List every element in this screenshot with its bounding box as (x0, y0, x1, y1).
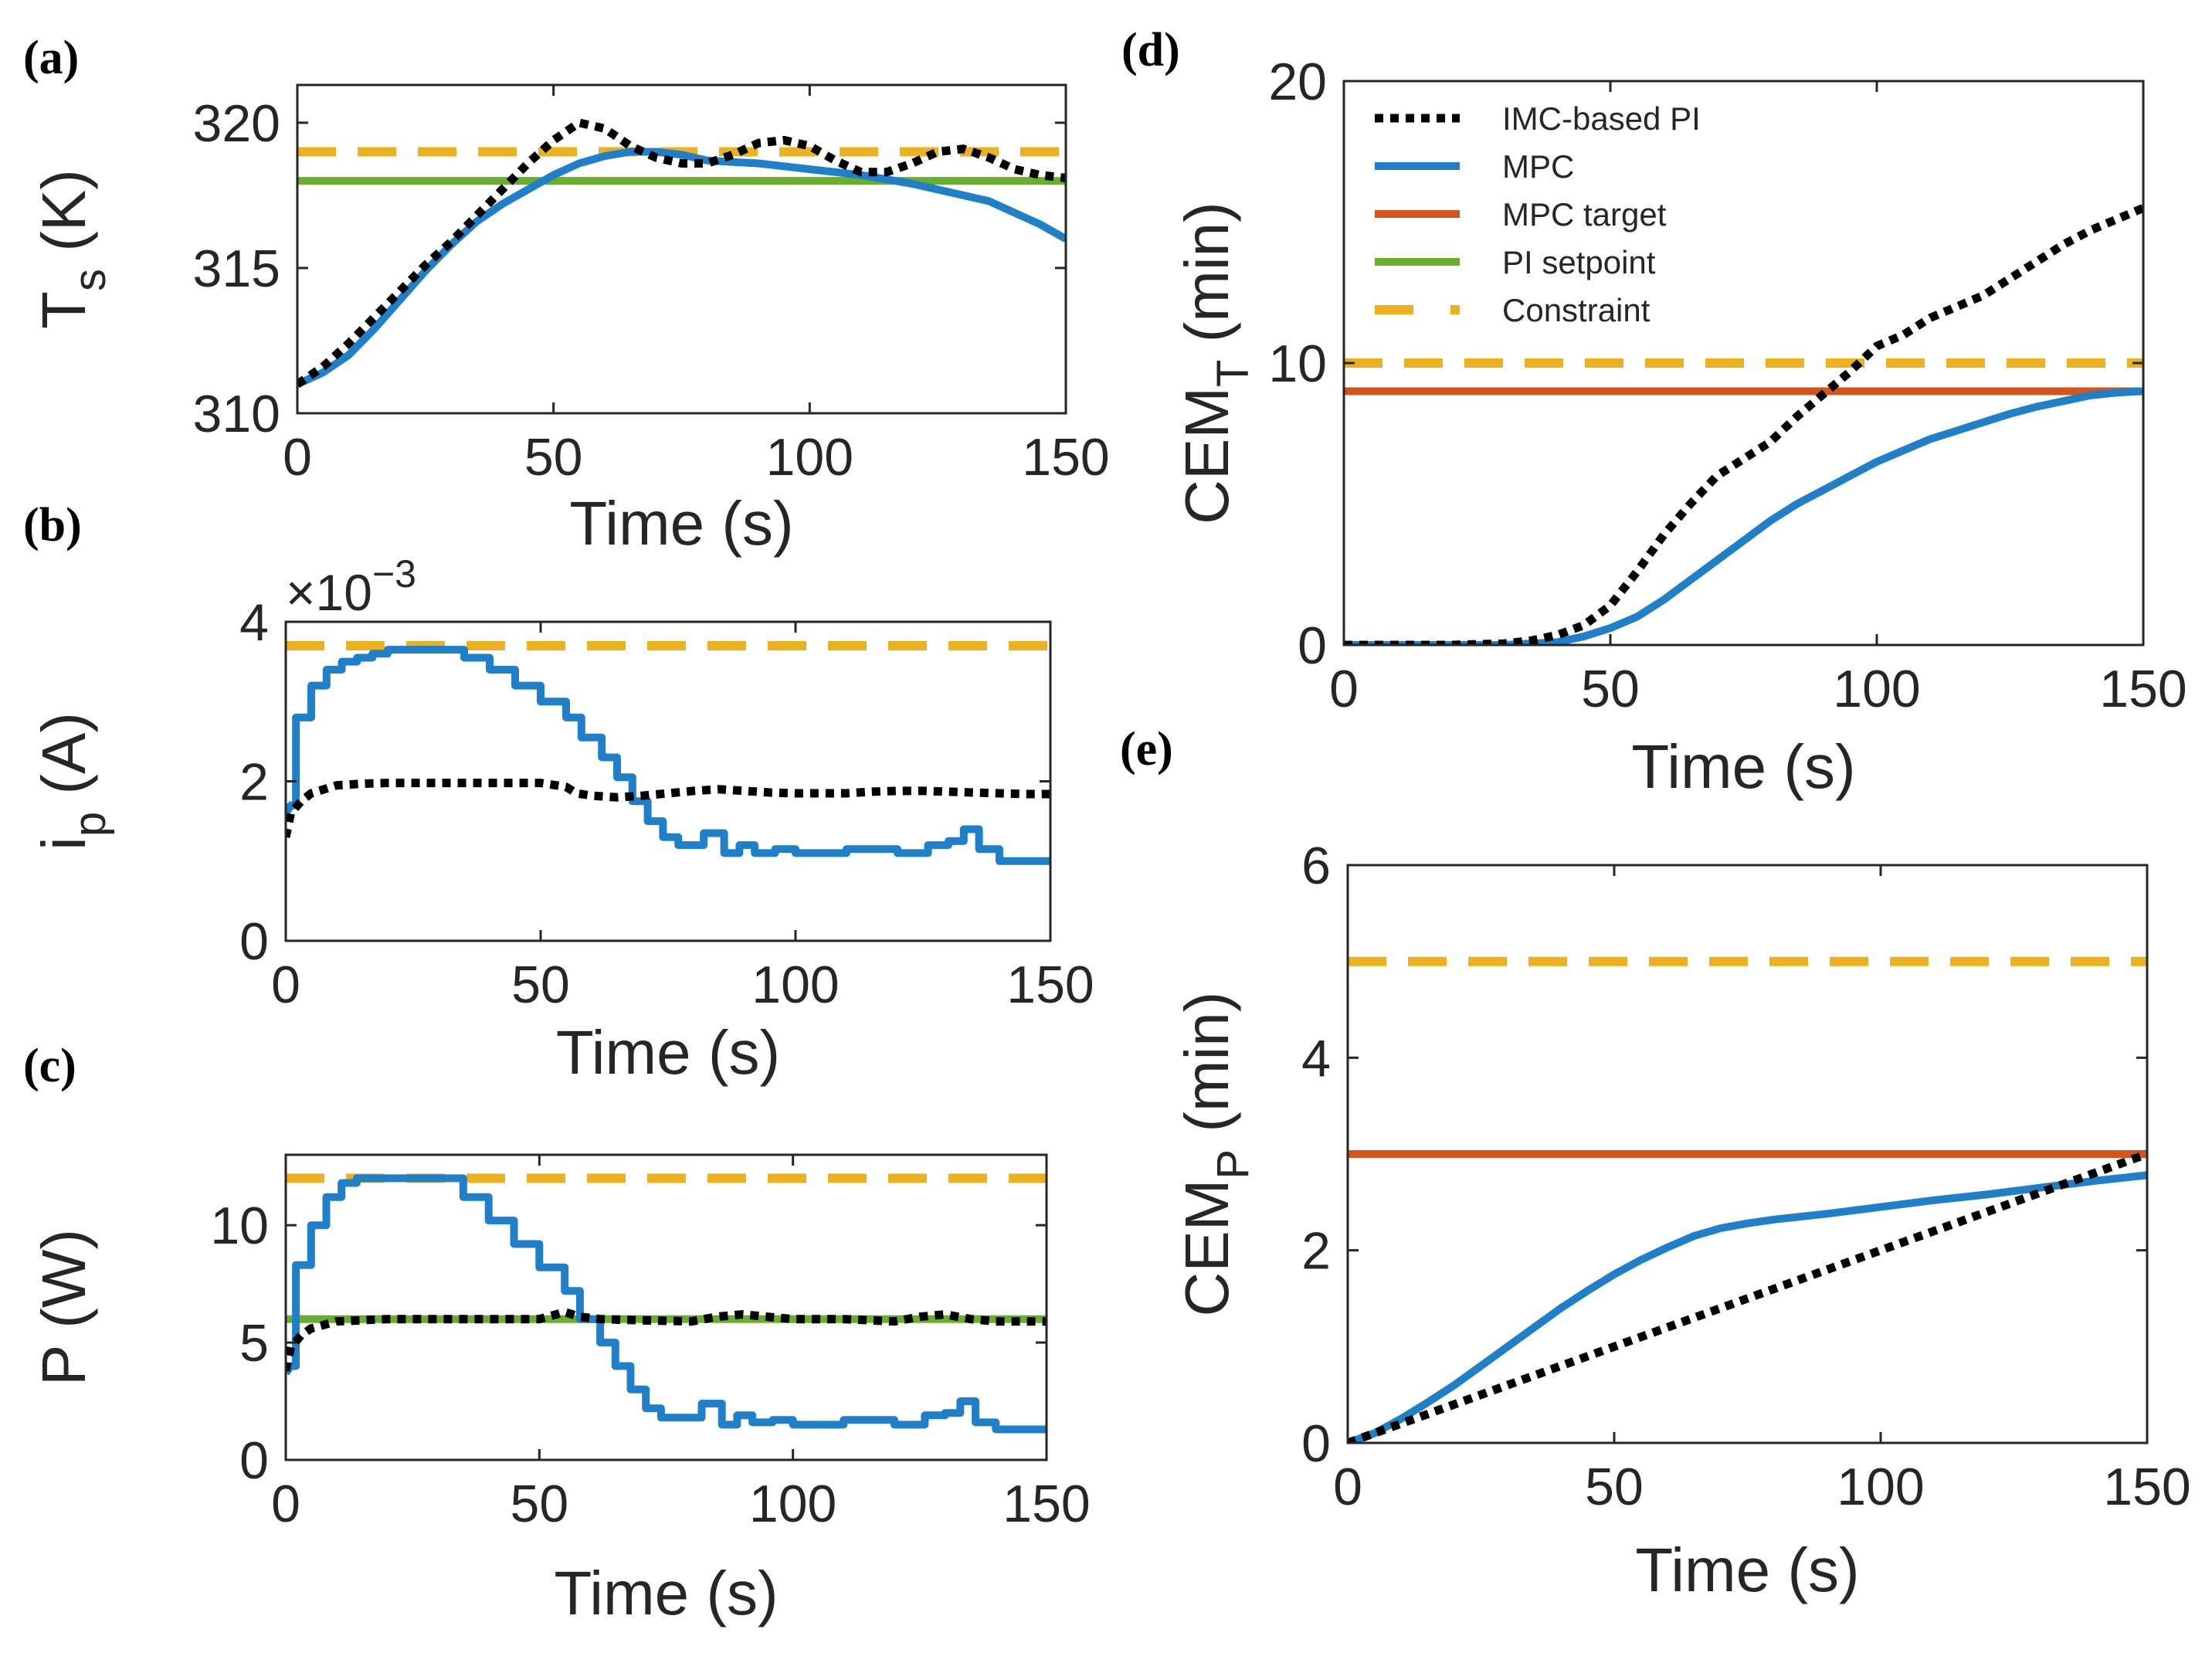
y-axis-label: CEMP (min) (1172, 992, 1258, 1317)
y-tick-label: 0 (239, 1431, 269, 1490)
x-tick-label: 100 (749, 1475, 836, 1533)
x-tick-label: 50 (1581, 660, 1640, 718)
legend-label-mpc-target: MPC target (1502, 196, 1667, 233)
y-tick-label: 4 (239, 593, 269, 652)
series-mpc-line (286, 646, 1050, 865)
series-mpc-line (286, 1174, 1047, 1434)
series-group (1348, 956, 2147, 1443)
y-axis-label: ip (A) (29, 712, 115, 850)
x-tick-label: 0 (271, 1475, 300, 1533)
legend-label-imc: IMC-based PI (1502, 100, 1701, 137)
x-tick-label: 100 (751, 955, 839, 1014)
axis-exponent: ×10−3 (286, 552, 416, 621)
y-tick-label: 10 (210, 1196, 269, 1255)
panel-label: (e) (1120, 723, 1173, 776)
series-mpc-line (1344, 387, 2143, 645)
y-axis-label: P (W) (29, 1229, 98, 1386)
panel-label: (a) (23, 32, 79, 84)
x-tick-label: 50 (511, 1475, 569, 1533)
x-tick-label: 0 (1333, 1458, 1362, 1516)
legend: IMC-based PI MPC MPC target PI setpoint Cons… (1375, 100, 1701, 328)
axes-frame (284, 1153, 1048, 1461)
y-tick-label: 0 (239, 912, 269, 971)
series-group (297, 118, 1066, 388)
panel-a: 0 50 100 150 310 315 320 Time (s) Ts (K) (a) (23, 32, 1110, 558)
x-tick-label: 50 (511, 955, 570, 1014)
y-tick-label: 6 (1301, 837, 1331, 895)
y-tick-label: 2 (1301, 1222, 1331, 1281)
y-tick-label: 0 (1301, 1414, 1331, 1473)
panel-d: 0 50 100 150 0 10 20 Time (s) CEMT (min) (d) IMC-b… (1121, 24, 2187, 801)
x-axis-label: Time (s) (556, 1018, 780, 1087)
series-group (286, 641, 1050, 865)
series-group (286, 1173, 1047, 1434)
x-tick-label: 100 (1837, 1458, 1924, 1516)
legend-label-mpc: MPC (1502, 148, 1574, 185)
x-tick-label: 100 (766, 428, 853, 487)
x-tick-label: 0 (271, 955, 300, 1014)
y-tick-label: 5 (239, 1314, 269, 1373)
y-tick-label: 310 (193, 385, 280, 443)
x-tick-label: 150 (2103, 1458, 2190, 1516)
series-imc-line (286, 779, 1050, 838)
panel-c: 0 50 100 150 0 5 10 Time (s) P (W) (c) (23, 1040, 1091, 1628)
y-tick-label: 20 (1268, 53, 1327, 111)
panel-label: (d) (1121, 24, 1180, 76)
y-axis-label: Ts (K) (29, 169, 115, 329)
panel-b: 0 50 100 150 0 2 4 Time (s) ip (A) ×10−3 (b) (23, 499, 1094, 1087)
x-tick-label: 50 (524, 428, 583, 487)
series-mpc-line (1348, 1171, 2147, 1443)
panel-e: 0 50 100 150 0 2 4 6 Time (s) CEMP (min) (e) (1120, 723, 2191, 1604)
y-tick-label: 10 (1268, 334, 1327, 393)
x-tick-label: 100 (1833, 660, 1920, 718)
x-tick-label: 150 (2099, 660, 2187, 718)
series-imc-line (286, 1307, 1047, 1372)
legend-label-pi-setpoint: PI setpoint (1502, 244, 1656, 280)
x-axis-label: Time (s) (1631, 732, 1855, 801)
legend-label-constraint: Constraint (1502, 292, 1651, 328)
x-tick-label: 150 (1006, 955, 1094, 1014)
x-tick-label: 50 (1585, 1458, 1644, 1516)
y-tick-label: 2 (239, 753, 269, 812)
series-imc-line (297, 118, 1066, 388)
panel-label: (c) (23, 1040, 76, 1092)
x-tick-label: 0 (283, 428, 312, 487)
series-imc-line (1344, 204, 2143, 645)
y-tick-label: 4 (1301, 1029, 1331, 1088)
y-tick-label: 320 (193, 94, 280, 153)
panel-label: (b) (23, 499, 82, 552)
x-axis-label: Time (s) (1635, 1536, 1859, 1604)
series-mpc-line (297, 148, 1066, 388)
x-tick-label: 150 (1022, 428, 1109, 487)
x-axis-label: Time (s) (569, 489, 793, 558)
x-tick-label: 150 (1003, 1475, 1090, 1533)
x-axis-label: Time (s) (554, 1559, 778, 1628)
x-tick-label: 0 (1329, 660, 1359, 718)
series-group (1344, 204, 2143, 645)
axes-frame (1346, 864, 2149, 1444)
series-imc-line (1348, 1149, 2147, 1443)
axes-frame (296, 83, 1067, 415)
y-tick-label: 315 (193, 239, 280, 298)
y-tick-label: 0 (1298, 616, 1327, 675)
y-axis-label: CEMT (min) (1172, 202, 1258, 524)
